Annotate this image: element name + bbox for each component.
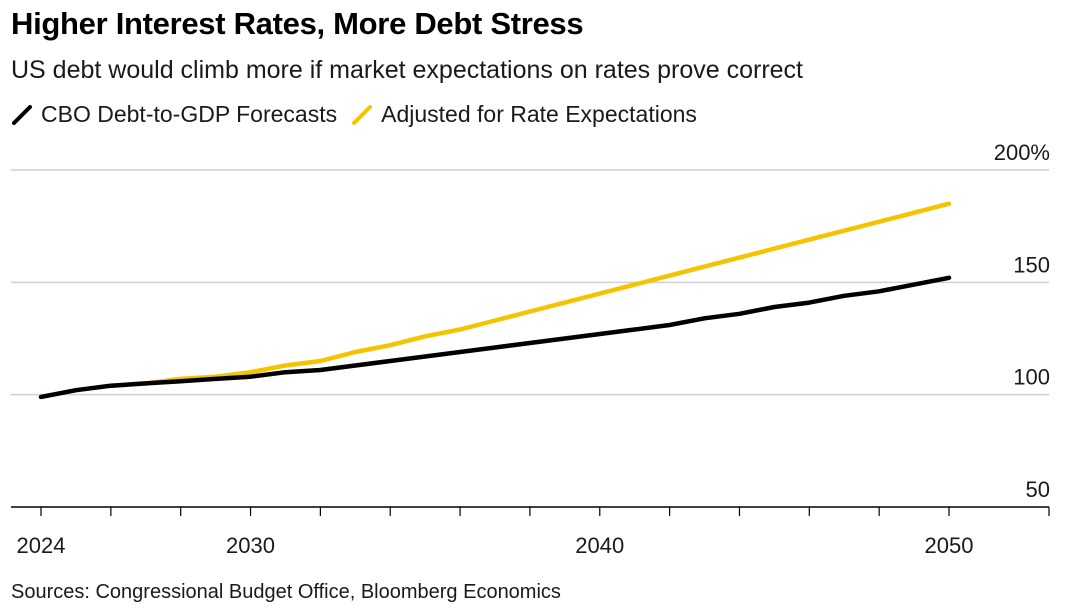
legend-swatch-cbo-line [12,104,32,125]
chart-subtitle: US debt would climb more if market expec… [11,56,804,84]
chart-title: Higher Interest Rates, More Debt Stress [11,6,584,41]
x-tick-label-2030: 2030 [226,533,275,558]
legend-swatch-adjusted-icon [352,104,373,125]
chart-source: Sources: Congressional Budget Office, Bl… [11,581,561,603]
legend-swatch-adjusted-line [352,104,373,125]
y-tick-label-150: 150 [1013,252,1050,277]
x-tick-label-2024: 2024 [17,533,66,558]
y-tick-label-50: 50 [1026,477,1050,502]
legend-item-cbo: CBO Debt-to-GDP Forecasts [11,101,337,128]
x-tick-label-2050: 2050 [925,533,974,558]
y-tick-label-100: 100 [1013,365,1050,390]
series-line-cbo [38,275,952,400]
legend-label-adjusted: Adjusted for Rate Expectations [381,101,697,127]
legend-swatch-cbo-icon [12,104,32,125]
series-line-adjusted [38,201,952,400]
legend-label-cbo: CBO Debt-to-GDP Forecasts [41,101,338,127]
x-tick-label-2040: 2040 [575,533,624,558]
y-tick-label-200: 200% [994,140,1050,165]
chart-legend: CBO Debt-to-GDP Forecasts Adjusted for R… [11,101,711,128]
legend-item-adjusted: Adjusted for Rate Expectations [351,101,697,128]
